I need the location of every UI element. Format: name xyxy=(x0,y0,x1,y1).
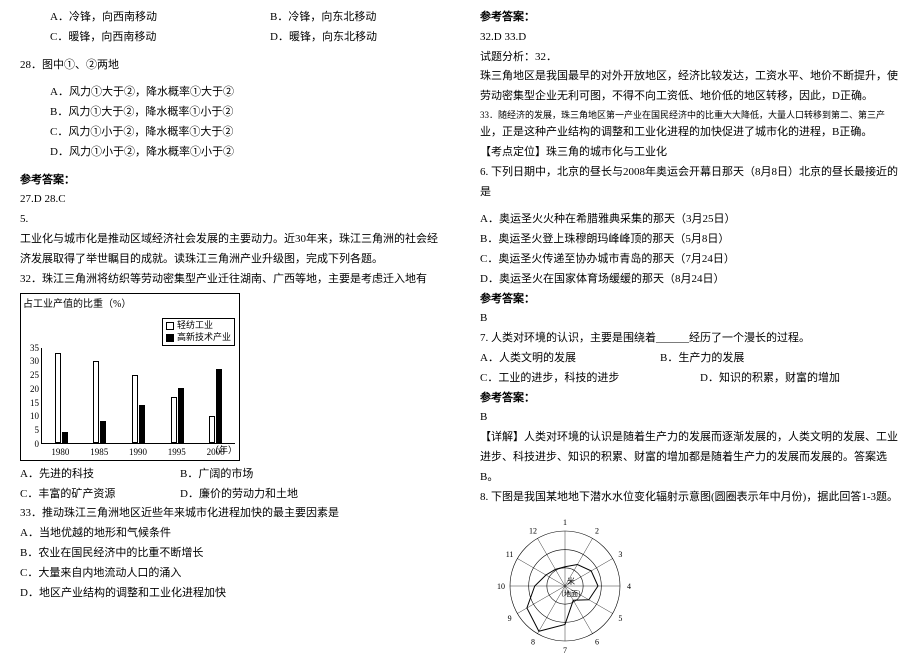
q28-opt-b: B．风力①大于②，降水概率①小于② xyxy=(20,103,440,123)
svg-text:10: 10 xyxy=(497,582,505,591)
q33-opt-c: C．大量来自内地流动人口的涌入 xyxy=(20,564,440,584)
svg-text:6: 6 xyxy=(595,638,599,647)
chart-plot xyxy=(41,348,235,444)
legend-swatch-hitech xyxy=(166,334,174,342)
q33-opt-d: D．地区产业结构的调整和工业化进程加快 xyxy=(20,584,440,604)
q28-opt-a: A．风力①大于②，降水概率①大于② xyxy=(20,83,440,103)
q6-opt-b: B．奥运圣火登上珠穆朗玛峰峰顶的那天（5月8日） xyxy=(480,230,900,250)
analysis-33a: 33．随经济的发展，珠三角地区第一产业在国民经济中的比重大大降低，大量人口转移到… xyxy=(480,107,900,123)
q7-opt-a: A．人类文明的发展 xyxy=(480,349,660,369)
svg-text:2: 2 xyxy=(595,527,599,536)
svg-text:1: 1 xyxy=(563,518,567,527)
q27-row-cd: C．暖锋，向西南移动 D．暖锋，向东北移动 xyxy=(20,28,440,48)
q32-opt-b: B．广阔的市场 xyxy=(180,465,253,485)
q27-opt-a: A．冷锋，向西南移动 xyxy=(50,8,270,28)
q27-opt-c: C．暖锋，向西南移动 xyxy=(50,28,270,48)
q32-opt-c: C．丰富的矿产资源 xyxy=(20,485,180,505)
svg-text:9: 9 xyxy=(508,614,512,623)
q28-opt-c: C．风力①小于②，降水概率①大于② xyxy=(20,123,440,143)
q32-stem: 32．珠江三角洲将纺织等劳动密集型产业迁往湖南、广西等地，主要是考虑迁入地有 xyxy=(20,270,440,290)
left-column: A．冷锋，向西南移动 B．冷锋，向东北移动 C．暖锋，向西南移动 D．暖锋，向东… xyxy=(0,0,460,651)
q7-row-ab: A．人类文明的发展 B．生产力的发展 xyxy=(480,349,900,369)
svg-text:12: 12 xyxy=(529,527,537,536)
svg-text:4: 4 xyxy=(627,582,631,591)
analysis-33b: 业，正是这种产业结构的调整和工业化进程的加快促进了城市化的进程，B正确。 xyxy=(480,123,900,143)
q28-opt-d: D．风力①小于②，降水概率①小于② xyxy=(20,143,440,163)
q7-stem: 7. 人类对环境的认识，主要是围绕着______经历了一个漫长的过程。 xyxy=(480,329,900,349)
q7-row-cd: C．工业的进步，科技的进步 D．知识的积累，财富的增加 xyxy=(480,369,900,389)
radial-svg: 123456789101112米（地面） xyxy=(480,511,650,661)
q32-row-cd: C．丰富的矿产资源 D．廉价的劳动力和土地 xyxy=(20,485,440,505)
q27-opt-b: B．冷锋，向东北移动 xyxy=(270,8,376,28)
answer-32-33: 32.D 33.D xyxy=(480,28,900,48)
chart-legend: 轻纺工业 高新技术产业 xyxy=(162,318,235,345)
bar-chart: 占工业产值的比重（%） 轻纺工业 高新技术产业 35302520151050 1… xyxy=(20,293,240,460)
q5-body: 工业化与城市化是推动区域经济社会发展的主要动力。近30年来，珠江三角洲的社会经济… xyxy=(20,230,440,270)
q6-opt-c: C．奥运圣火传递至协办城市青岛的那天（7月24日） xyxy=(480,250,900,270)
q6-stem: 6. 下列日期中，北京的昼长与2008年奥运会开幕日那天（8月8日）北京的昼长最… xyxy=(480,163,900,203)
q32-opt-a: A．先进的科技 xyxy=(20,465,180,485)
q27-opt-d: D．暖锋，向东北移动 xyxy=(270,28,377,48)
radial-chart: 123456789101112米（地面） xyxy=(480,511,650,661)
answer-label-1: 参考答案： xyxy=(20,171,440,191)
answer-label-2: 参考答案： xyxy=(480,8,900,28)
answer-6: B xyxy=(480,309,900,329)
svg-text:8: 8 xyxy=(531,638,535,647)
q8-stem: 8. 下图是我国某地地下潜水水位变化辐射示意图(圆圈表示年中月份)，据此回答1-… xyxy=(480,488,900,508)
q7-opt-d: D．知识的积累，财富的增加 xyxy=(700,369,840,389)
analysis-32: 珠三角地区是我国最早的对外开放地区，经济比较发达，工资水平、地价不断提升，使劳动… xyxy=(480,67,900,107)
q33-stem: 33．推动珠江三角洲地区近些年来城市化进程加快的最主要因素是 xyxy=(20,504,440,524)
svg-text:3: 3 xyxy=(618,550,622,559)
legend-swatch-light xyxy=(166,322,174,330)
answer-7: B xyxy=(480,408,900,428)
q32-row-ab: A．先进的科技 B．广阔的市场 xyxy=(20,465,440,485)
q33-opt-b: B．农业在国民经济中的比重不断增长 xyxy=(20,544,440,564)
svg-text:米: 米 xyxy=(567,576,575,586)
answer-label-4: 参考答案： xyxy=(480,389,900,409)
q32-opt-d: D．廉价的劳动力和土地 xyxy=(180,485,298,505)
q7-opt-b: B．生产力的发展 xyxy=(660,349,744,369)
detail-7: 【详解】人类对环境的认识是随着生产力的发展而逐渐发展的，人类文明的发展、工业进步… xyxy=(480,428,900,487)
kaodian: 【考点定位】珠三角的城市化与工业化 xyxy=(480,143,900,163)
svg-text:（地面）: （地面） xyxy=(557,589,585,598)
chart-area: 35302520151050 19801985199019952000（年） xyxy=(23,348,237,458)
svg-text:11: 11 xyxy=(506,550,514,559)
q5-num: 5. xyxy=(20,210,440,230)
q33-opt-a: A．当地优越的地形和气候条件 xyxy=(20,524,440,544)
chart-yaxis: 35302520151050 xyxy=(23,348,41,444)
legend-label-hitech: 高新技术产业 xyxy=(177,332,231,344)
analysis-head: 试题分析：32． xyxy=(480,48,900,68)
answer-label-3: 参考答案： xyxy=(480,290,900,310)
q27-row-ab: A．冷锋，向西南移动 B．冷锋，向东北移动 xyxy=(20,8,440,28)
chart-ytitle: 占工业产值的比重（%） xyxy=(23,296,237,314)
legend-label-light: 轻纺工业 xyxy=(177,320,213,332)
q7-opt-c: C．工业的进步，科技的进步 xyxy=(480,369,700,389)
svg-text:5: 5 xyxy=(618,614,622,623)
chart-xaxis: 19801985199019952000（年） xyxy=(41,444,235,458)
q6-opt-a: A．奥运圣火火种在希腊雅典采集的那天（3月25日） xyxy=(480,210,900,230)
q28-stem: 28．图中①、②两地 xyxy=(20,56,440,76)
right-column: 参考答案： 32.D 33.D 试题分析：32． 珠三角地区是我国最早的对外开放… xyxy=(460,0,920,651)
q6-opt-d: D．奥运圣火在国家体育场缓缓的那天（8月24日） xyxy=(480,270,900,290)
answer-27-28: 27.D 28.C xyxy=(20,190,440,210)
